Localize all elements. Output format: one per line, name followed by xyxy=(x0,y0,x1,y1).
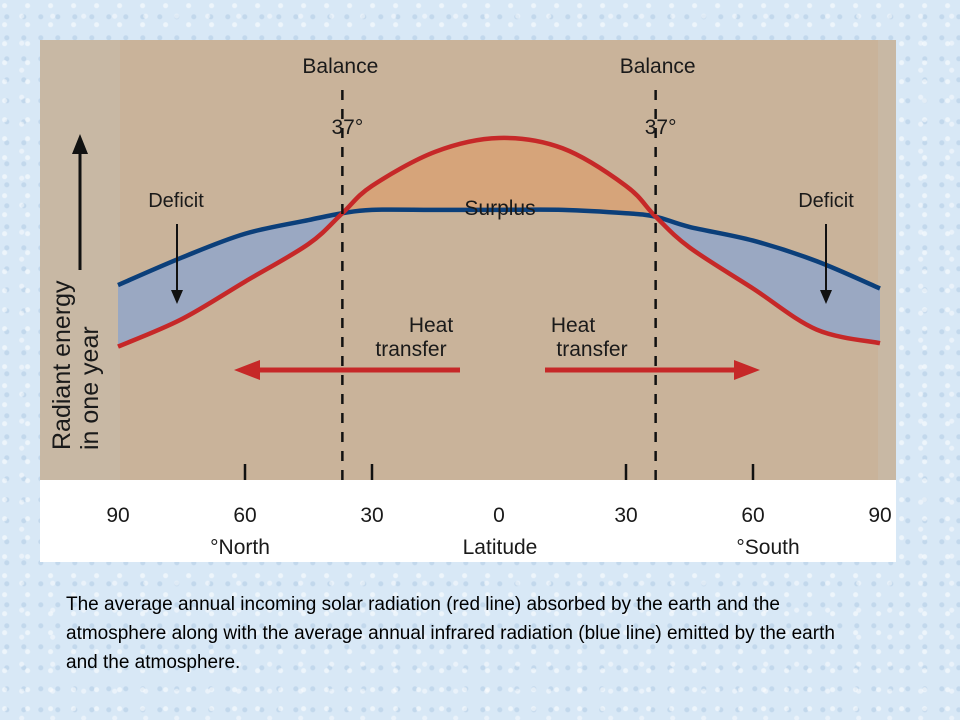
heat-arrow-right-head xyxy=(734,360,760,380)
red-line-series xyxy=(117,135,881,349)
deficit-label-right: Deficit xyxy=(798,190,854,212)
balance-degree-right: 37° xyxy=(645,116,677,139)
blue-line-series xyxy=(117,207,881,291)
heat-transfer-right-line-2: transfer xyxy=(556,338,627,361)
heat-transfer-left-line-2: transfer xyxy=(375,338,446,361)
x-tick-label: 0 xyxy=(493,504,505,527)
figure-caption: The average annual incoming solar radiat… xyxy=(66,594,835,673)
x-tick-label: 60 xyxy=(741,504,764,527)
heat-arrow-left-head xyxy=(234,360,260,380)
x-tick-label: 90 xyxy=(868,504,891,527)
x-tick-label: 60 xyxy=(233,504,256,527)
chart-figure: Radiant energy in one year Balance Balan… xyxy=(40,40,896,562)
x-tick-label: 30 xyxy=(614,504,637,527)
deficit-arrow-left-head xyxy=(171,290,183,304)
x-tick-label: 30 xyxy=(360,504,383,527)
heat-transfer-right-line-1: Heat xyxy=(551,314,596,337)
balance-label-right: Balance xyxy=(620,55,696,78)
deficit-arrow-right-head xyxy=(820,290,832,304)
deficit-label-left: Deficit xyxy=(148,190,204,212)
balance-label-left: Balance xyxy=(302,55,378,78)
surplus-label: Surplus xyxy=(464,197,535,220)
y-axis-arrow-head xyxy=(72,134,88,154)
x-axis-south-label: °South xyxy=(736,536,799,559)
balance-degree-left: 37° xyxy=(331,116,363,139)
surplus-area xyxy=(342,137,656,217)
x-tick-label: 90 xyxy=(106,504,129,527)
y-axis-label-line-2: in one year xyxy=(76,326,104,450)
axis-band xyxy=(40,480,896,562)
x-axis-north-label: °North xyxy=(210,536,270,559)
heat-transfer-left-line-1: Heat xyxy=(409,314,454,337)
y-axis-label-line-1: Radiant energy xyxy=(48,280,76,450)
radiation-chart: Radiant energy in one year Balance Balan… xyxy=(40,40,896,562)
x-axis-label: Latitude xyxy=(463,536,538,559)
